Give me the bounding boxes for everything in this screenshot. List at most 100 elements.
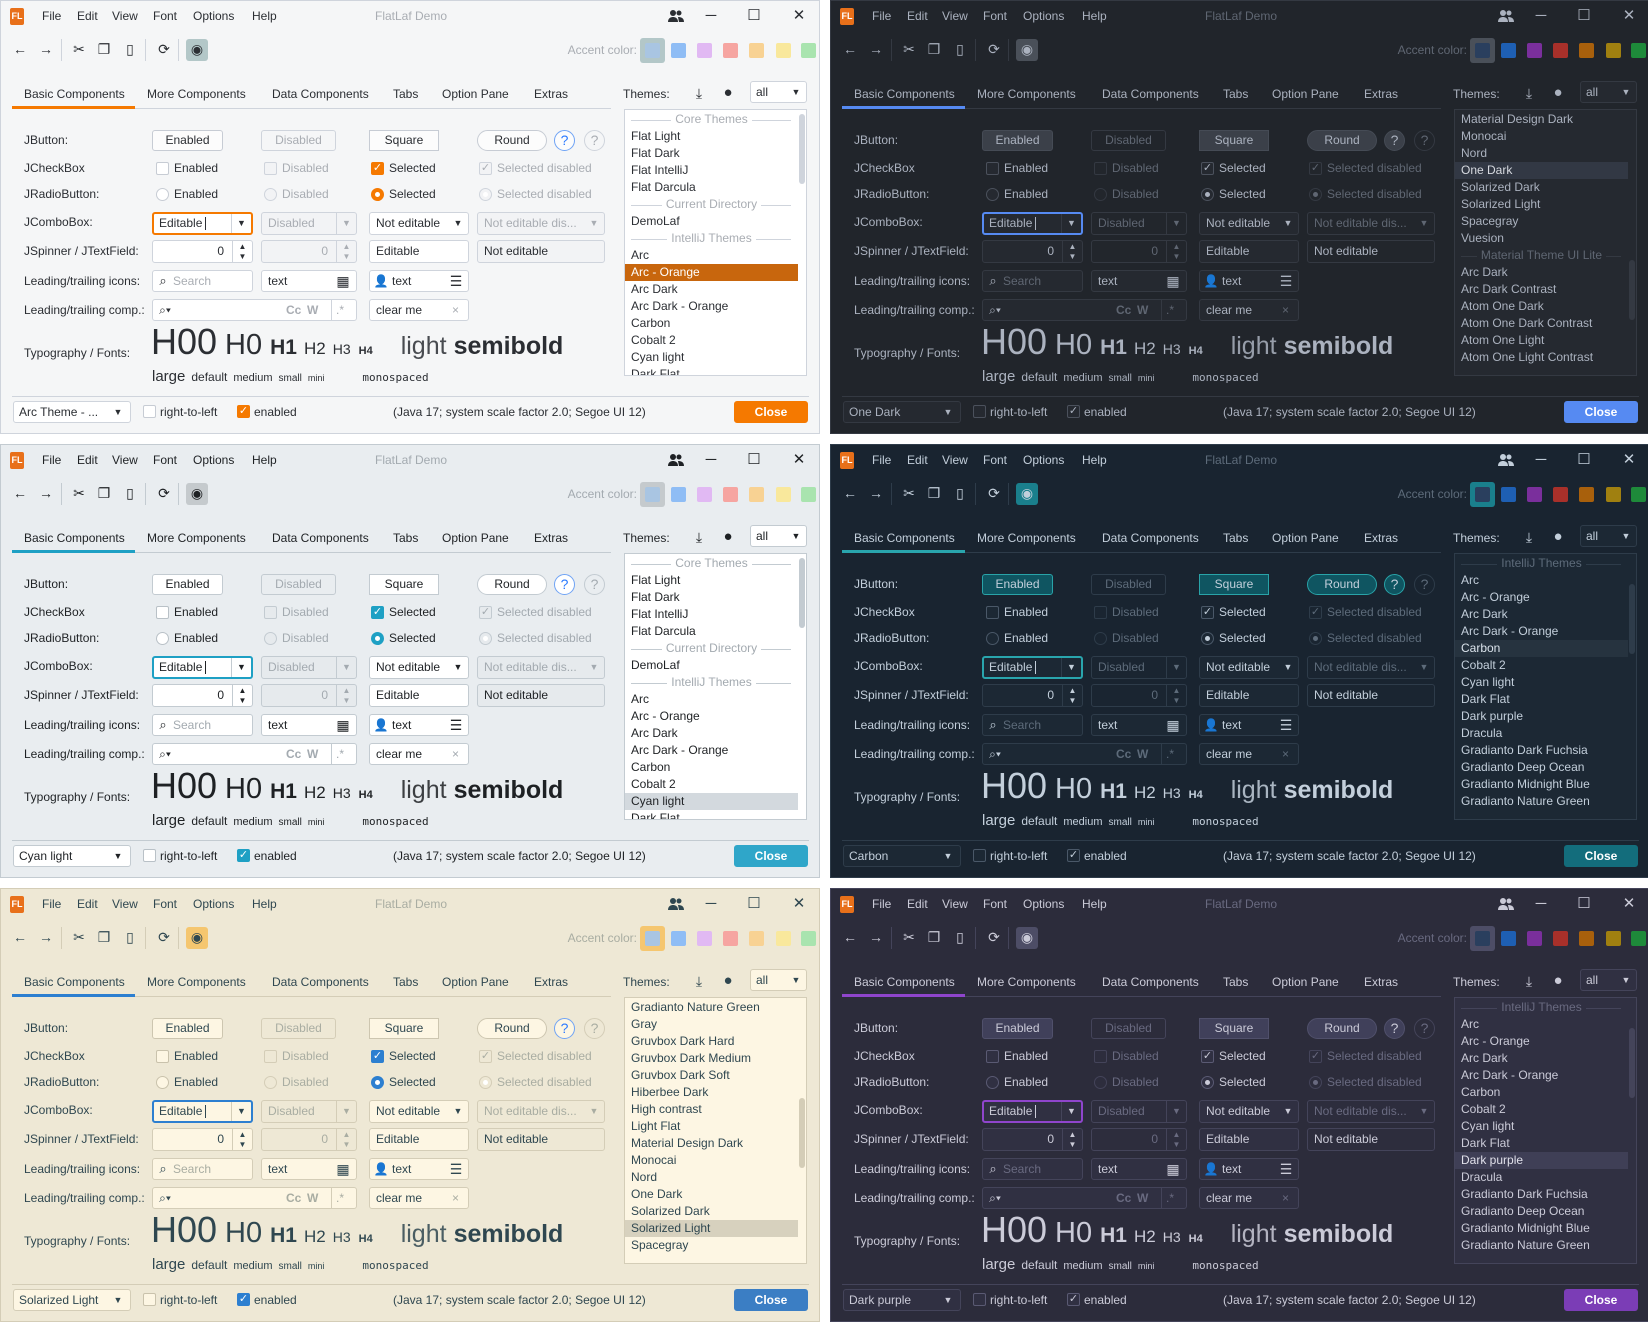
list-item[interactable]: Gradianto Nature Green <box>631 1000 760 1014</box>
menu-file[interactable]: File <box>42 897 62 911</box>
checkbox-label[interactable]: Selected <box>389 1049 436 1063</box>
accent-swatch[interactable] <box>1475 931 1490 946</box>
tab-more-components[interactable]: More Components <box>977 531 1076 545</box>
tab-tabs[interactable]: Tabs <box>393 531 419 545</box>
enabled-label[interactable]: enabled <box>1084 405 1127 419</box>
square-button[interactable]: Square <box>369 130 439 151</box>
users-icon[interactable] <box>1496 6 1516 26</box>
list-item[interactable]: Arc - Orange <box>1461 1034 1530 1048</box>
list-scrollbar-thumb[interactable] <box>799 114 805 184</box>
calendar-icon[interactable]: ▦ <box>1166 273 1180 289</box>
user-field[interactable]: 👤 text ☰ <box>369 1158 469 1180</box>
list-item[interactable]: Gradianto Midnight Blue <box>1461 777 1590 791</box>
list-item[interactable]: Light Flat <box>631 1119 681 1133</box>
calendar-icon[interactable]: ▦ <box>336 717 350 733</box>
list-item[interactable]: Gruvbox Dark Soft <box>631 1068 730 1082</box>
list-item[interactable]: Vuesion <box>1461 231 1504 245</box>
tab-option-pane[interactable]: Option Pane <box>1272 531 1339 545</box>
clear-field[interactable]: clear me × <box>1199 743 1299 765</box>
minimize-icon[interactable]: ─ <box>1535 895 1547 912</box>
tab-extras[interactable]: Extras <box>1364 87 1399 101</box>
chevron-down-icon[interactable]: ▼ <box>1061 214 1081 233</box>
radio-label[interactable]: Enabled <box>1004 1075 1049 1089</box>
close-icon[interactable]: ✕ <box>1622 7 1636 24</box>
accent-swatch[interactable] <box>776 487 791 502</box>
spinner-arrows[interactable]: ▲ ▼ <box>1062 685 1082 706</box>
list-icon[interactable]: ☰ <box>1279 717 1293 733</box>
back-icon[interactable]: ← <box>843 485 857 501</box>
chevron-down-icon[interactable]: ▼ <box>453 662 463 672</box>
user-field[interactable]: 👤 text ☰ <box>369 714 469 736</box>
menu-file[interactable]: File <box>872 453 892 467</box>
enabled-button[interactable]: Enabled <box>152 574 223 595</box>
radio-button[interactable] <box>371 188 384 201</box>
theme-combo[interactable]: Arc Theme - ... ▼ <box>13 401 131 423</box>
github-icon[interactable]: ● <box>723 84 733 101</box>
chevron-down-icon[interactable]: ▼ <box>1419 1106 1429 1116</box>
menu-view[interactable]: View <box>112 9 138 23</box>
list-item[interactable]: High contrast <box>631 1102 702 1116</box>
round-button[interactable]: Round <box>1307 1018 1377 1039</box>
list-item[interactable]: Gradianto Nature Green <box>1461 1238 1590 1252</box>
list-item[interactable]: Gruvbox Dark Medium <box>631 1051 752 1065</box>
menu-help[interactable]: Help <box>252 897 277 911</box>
checkbox-label[interactable]: Selected <box>389 605 436 619</box>
close-button[interactable]: Close <box>734 401 808 423</box>
checkbox-label[interactable]: Enabled <box>1004 605 1049 619</box>
list-item[interactable]: Arc Dark - Orange <box>1461 1068 1559 1082</box>
list-item[interactable]: Arc - Orange <box>1461 590 1530 604</box>
menu-font[interactable]: Font <box>983 897 1008 911</box>
clear-icon[interactable]: × <box>452 747 460 761</box>
theme-combo[interactable]: Dark purple ▼ <box>843 1289 961 1311</box>
tab-data-components[interactable]: Data Components <box>1102 531 1199 545</box>
enabled-checkbox[interactable]: ✓ <box>1067 405 1080 418</box>
checkbox-label[interactable]: Enabled <box>174 161 219 175</box>
regex-toggle[interactable]: .* <box>1161 1188 1183 1208</box>
checkbox-label[interactable]: Selected <box>1219 1049 1266 1063</box>
menu-view[interactable]: View <box>942 9 968 23</box>
list-item[interactable]: Arc Dark - Orange <box>1461 624 1559 638</box>
list-item-selected[interactable]: Dark purple <box>1455 1152 1628 1169</box>
round-button[interactable]: Round <box>477 574 547 595</box>
enabled-label[interactable]: enabled <box>254 405 297 419</box>
chevron-down-icon[interactable]: ▼ <box>231 658 251 677</box>
spinner-arrows[interactable]: ▲ ▼ <box>336 685 356 706</box>
checkbox[interactable]: ✓ <box>371 606 384 619</box>
accent-swatch[interactable] <box>671 487 686 502</box>
search-options-icon[interactable]: ⌕▾ <box>159 303 171 317</box>
list-item[interactable]: Arc Dark Contrast <box>1461 282 1557 296</box>
chevron-down-icon[interactable]: ▼ <box>231 214 251 233</box>
show-toggle-icon[interactable]: ◉ <box>1016 39 1038 61</box>
refresh-icon[interactable]: ⟳ <box>158 41 170 57</box>
find-field[interactable]: ⌕▾ Cc W .* <box>982 299 1187 321</box>
github-icon[interactable]: ● <box>1553 84 1563 101</box>
close-icon[interactable]: ✕ <box>792 7 806 24</box>
close-button[interactable]: Close <box>1564 845 1638 867</box>
not-editable-combo[interactable]: Not editable ▼ <box>1199 212 1299 235</box>
refresh-icon[interactable]: ⟳ <box>988 929 1000 945</box>
spinner[interactable]: 0 ▲ ▼ <box>152 1128 253 1151</box>
match-case-toggle[interactable]: Cc <box>1116 303 1132 317</box>
tab-tabs[interactable]: Tabs <box>393 975 419 989</box>
accent-swatch[interactable] <box>1606 43 1621 58</box>
radio-button[interactable] <box>156 1076 169 1089</box>
accent-swatch[interactable] <box>801 931 816 946</box>
clear-field[interactable]: clear me × <box>369 1187 469 1209</box>
editable-textfield[interactable]: Editable <box>369 1128 469 1151</box>
themes-filter-combo[interactable]: all ▼ <box>750 969 807 991</box>
list-item[interactable]: Spacegray <box>631 1238 689 1252</box>
list-item-selected[interactable]: Carbon <box>1455 640 1628 657</box>
regex-toggle[interactable]: .* <box>1161 300 1183 320</box>
enabled-checkbox[interactable]: ✓ <box>1067 1293 1080 1306</box>
radio-button[interactable] <box>986 632 999 645</box>
spinner-arrows[interactable]: ▲ ▼ <box>232 685 252 706</box>
radio-label[interactable]: Enabled <box>174 187 219 201</box>
github-icon[interactable]: ● <box>1553 528 1563 545</box>
forward-icon[interactable]: → <box>39 929 53 945</box>
users-icon[interactable] <box>666 894 686 914</box>
chevron-down-icon[interactable]: ▼ <box>453 1106 463 1116</box>
enabled-checkbox[interactable]: ✓ <box>1067 849 1080 862</box>
back-icon[interactable]: ← <box>843 929 857 945</box>
github-icon[interactable]: ● <box>723 528 733 545</box>
list-item[interactable]: Gradianto Dark Fuchsia <box>1461 1187 1588 1201</box>
